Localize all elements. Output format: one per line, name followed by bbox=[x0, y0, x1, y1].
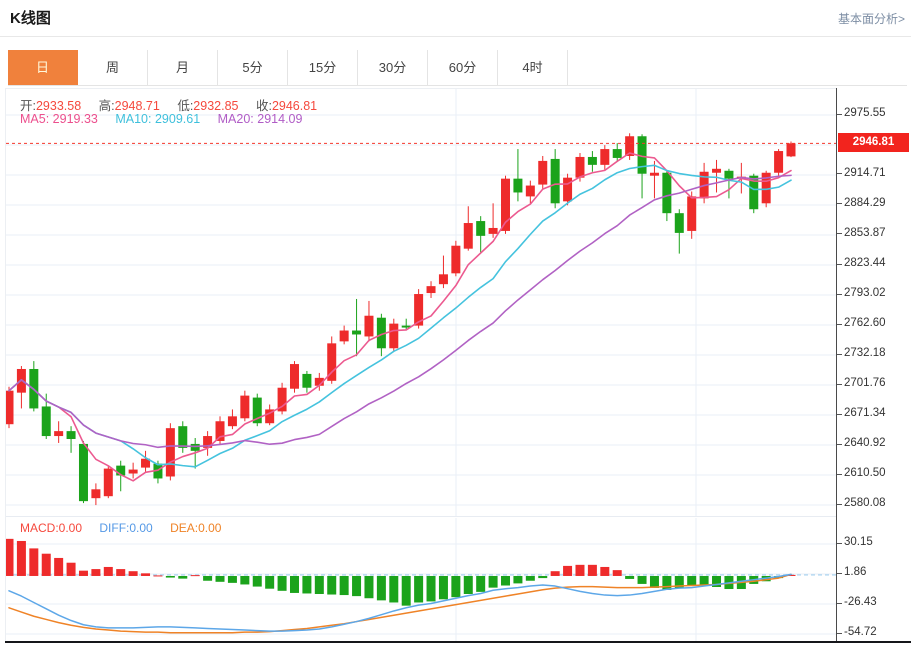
panel-divider bbox=[6, 516, 837, 517]
tab-week[interactable]: 周 bbox=[78, 50, 148, 85]
price-tick: 2793.02 bbox=[844, 287, 886, 299]
macd-tick-mark bbox=[837, 572, 842, 574]
price-tick-mark bbox=[837, 233, 842, 235]
price-tick-mark bbox=[837, 113, 842, 115]
candlestick-plot[interactable] bbox=[6, 89, 837, 516]
price-tick-mark bbox=[837, 293, 842, 295]
fundamental-analysis-link[interactable]: 基本面分析> bbox=[837, 12, 905, 26]
tab-4hour[interactable]: 4时 bbox=[498, 50, 568, 85]
current-price-tag: 2946.81 bbox=[838, 132, 909, 152]
macd-tick: 30.15 bbox=[844, 536, 873, 548]
price-axis: 2946.81 2975.55 2914.71 2884.29 2853.87 2823… bbox=[836, 88, 911, 641]
price-tick-mark bbox=[837, 323, 842, 325]
macd-tick: 1.86 bbox=[844, 566, 867, 578]
price-tick: 2640.92 bbox=[844, 437, 886, 449]
price-tick: 2762.60 bbox=[844, 317, 886, 329]
price-tick-mark bbox=[837, 473, 842, 475]
price-tick-mark bbox=[837, 263, 842, 265]
price-tick-mark bbox=[837, 383, 842, 385]
tab-month[interactable]: 月 bbox=[148, 50, 218, 85]
tab-day[interactable]: 日 bbox=[8, 50, 78, 85]
price-tick: 2610.50 bbox=[844, 467, 886, 479]
price-tick-mark bbox=[837, 503, 842, 505]
macd-tick: -26.43 bbox=[844, 596, 877, 608]
macd-plot[interactable] bbox=[6, 518, 837, 642]
chart-bottom-border bbox=[5, 641, 911, 643]
price-tick: 2671.34 bbox=[844, 407, 886, 419]
chart-area: 开:2933.58 高:2948.71 低:2932.85 收:2946.81 … bbox=[5, 88, 837, 642]
tab-5min[interactable]: 5分 bbox=[218, 50, 288, 85]
tab-30min[interactable]: 30分 bbox=[358, 50, 428, 85]
price-tick: 2853.87 bbox=[844, 226, 886, 239]
macd-tick-mark bbox=[837, 542, 842, 544]
price-tick-mark bbox=[837, 203, 842, 205]
price-tick: 2823.44 bbox=[844, 257, 886, 269]
macd-tick-mark bbox=[837, 602, 842, 604]
price-tick: 2975.55 bbox=[844, 107, 886, 119]
price-tick: 2580.08 bbox=[844, 497, 886, 509]
page-title: K线图 bbox=[10, 10, 51, 27]
macd-tick-mark bbox=[837, 632, 842, 634]
price-tick-mark bbox=[837, 413, 842, 415]
tab-15min[interactable]: 15分 bbox=[288, 50, 358, 85]
interval-tabbar: 日 周 月 5分 15分 30分 60分 4时 bbox=[8, 50, 907, 86]
macd-tick: -54.72 bbox=[844, 626, 877, 638]
price-tick: 2884.29 bbox=[844, 196, 886, 209]
header-divider bbox=[0, 36, 911, 37]
price-tick-mark bbox=[837, 353, 842, 355]
price-tick: 2914.71 bbox=[844, 166, 886, 179]
price-tick: 2701.76 bbox=[844, 377, 886, 389]
price-tick: 2732.18 bbox=[844, 347, 886, 359]
tab-60min[interactable]: 60分 bbox=[428, 50, 498, 85]
price-tick-mark bbox=[837, 443, 842, 445]
price-tick-mark bbox=[837, 173, 842, 175]
